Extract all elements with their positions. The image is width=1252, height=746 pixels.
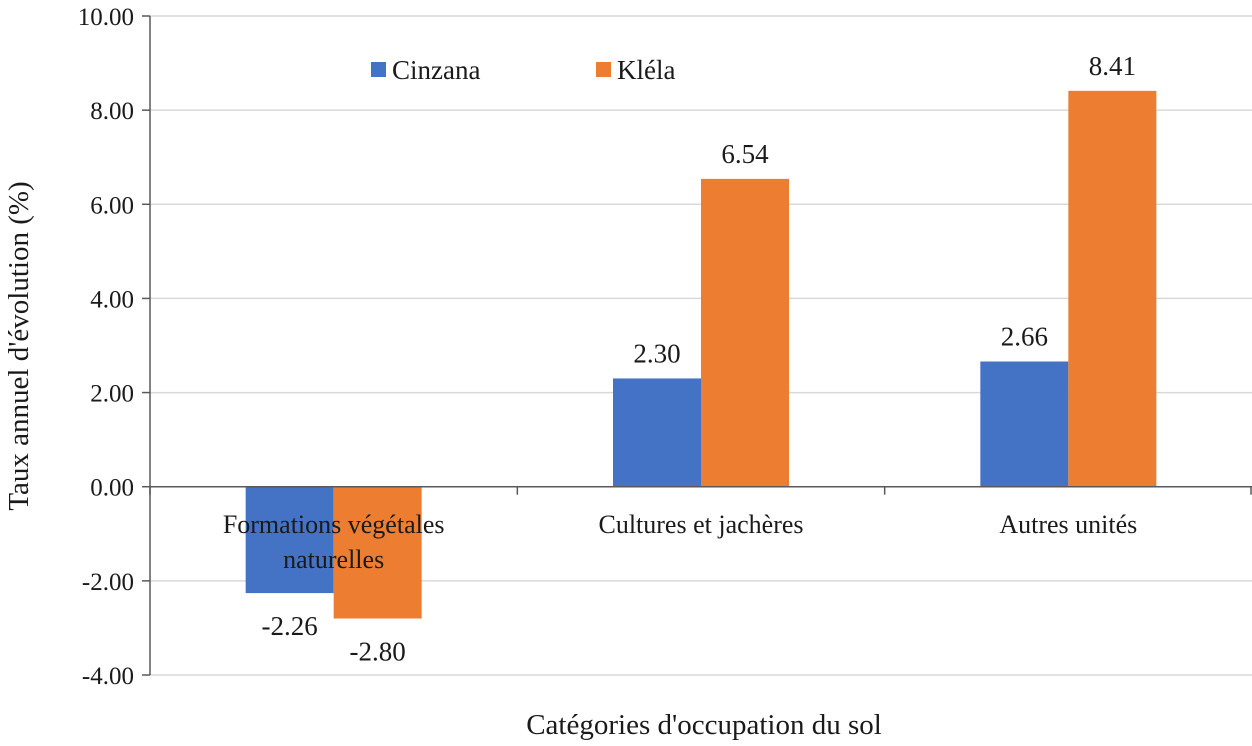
- y-tick-label: 10.00: [78, 4, 134, 31]
- bar-cinzana-2: [980, 361, 1069, 487]
- legend: Cinzana Kléla: [371, 55, 675, 85]
- category-labels: Formations végétales naturelles Cultures e…: [223, 510, 1137, 574]
- data-label: -2.80: [350, 637, 406, 667]
- legend-swatch-cinzana: [371, 62, 386, 77]
- legend-label-cinzana: Cinzana: [392, 55, 480, 85]
- y-tick-label: -4.00: [82, 663, 134, 690]
- y-tick-labels: -4.00 -2.00 0.00 2.00 4.00 6.00 8.00 10.00: [78, 4, 134, 690]
- bar-cinzana-0: [245, 486, 334, 594]
- bars: [245, 90, 1157, 619]
- y-tick-label: 8.00: [90, 98, 134, 125]
- bar-cinzana-1: [613, 378, 701, 487]
- data-labels: -2.26 -2.80 2.30 6.54 2.66 8.41: [262, 51, 1136, 667]
- axes: [142, 15, 1252, 676]
- bar-klla-2: [1068, 90, 1157, 487]
- y-tick-label: 2.00: [90, 381, 134, 408]
- bar-klla-1: [701, 178, 789, 487]
- category-label: Cultures et jachères: [598, 510, 803, 539]
- data-label: 6.54: [721, 139, 769, 169]
- y-tick-label: 6.00: [90, 192, 134, 219]
- category-label: naturelles: [283, 545, 384, 574]
- data-label: 2.66: [1001, 322, 1048, 352]
- y-tick-label: 4.00: [90, 286, 134, 313]
- legend-label-klela: Kléla: [617, 55, 675, 85]
- data-label: 8.41: [1089, 51, 1136, 81]
- x-axis-title: Catégories d'occupation du sol: [526, 709, 882, 741]
- data-label: -2.26: [262, 611, 318, 641]
- y-tick-label: -2.00: [82, 569, 134, 596]
- category-label: Formations végétales: [223, 510, 445, 539]
- data-label: 2.30: [633, 338, 680, 368]
- legend-swatch-klela: [596, 62, 611, 77]
- category-label: Autres unités: [999, 510, 1137, 539]
- bar-klla-0: [333, 486, 422, 619]
- y-tick-label: 0.00: [90, 475, 134, 502]
- y-axis-title: Taux annuel d'évolution (%): [3, 181, 35, 510]
